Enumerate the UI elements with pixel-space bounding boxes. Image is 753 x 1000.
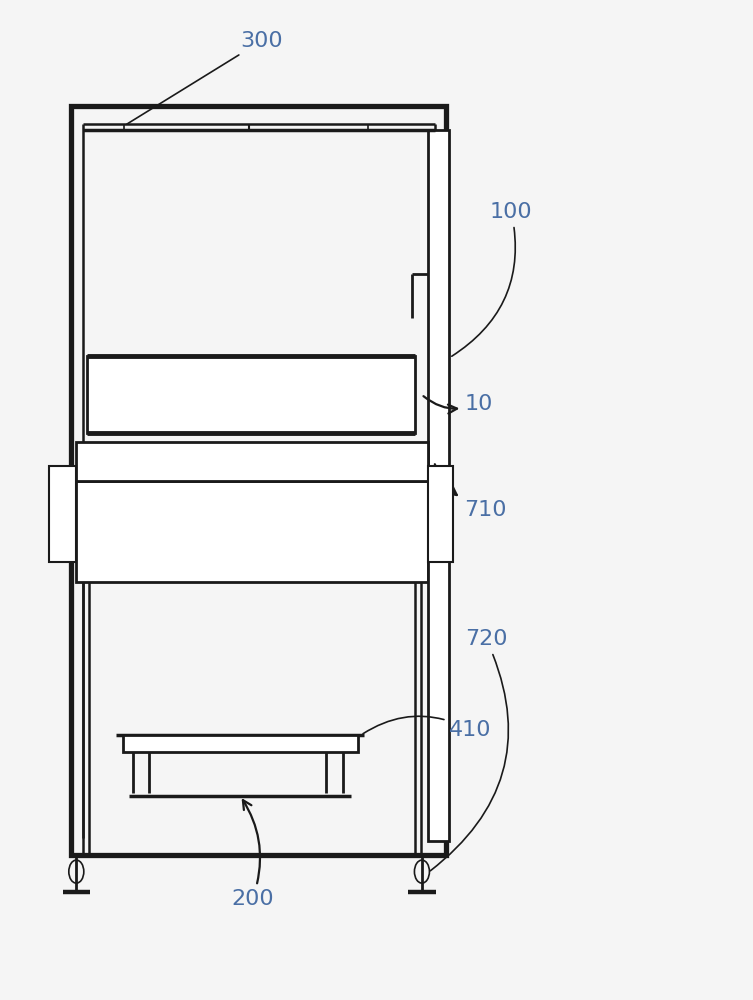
Bar: [87, 356, 415, 433]
Bar: [50, 466, 76, 562]
Bar: [76, 481, 428, 582]
Bar: [123, 735, 358, 752]
Text: 300: 300: [127, 31, 283, 124]
Text: 100: 100: [452, 202, 532, 356]
Bar: [428, 466, 453, 562]
Text: 720: 720: [431, 629, 508, 871]
Bar: [72, 106, 447, 855]
Bar: [428, 130, 450, 841]
Text: 200: 200: [231, 800, 274, 909]
Text: 410: 410: [363, 716, 492, 740]
Text: 710: 710: [434, 464, 506, 520]
Text: 10: 10: [423, 394, 493, 414]
Bar: [76, 442, 428, 481]
